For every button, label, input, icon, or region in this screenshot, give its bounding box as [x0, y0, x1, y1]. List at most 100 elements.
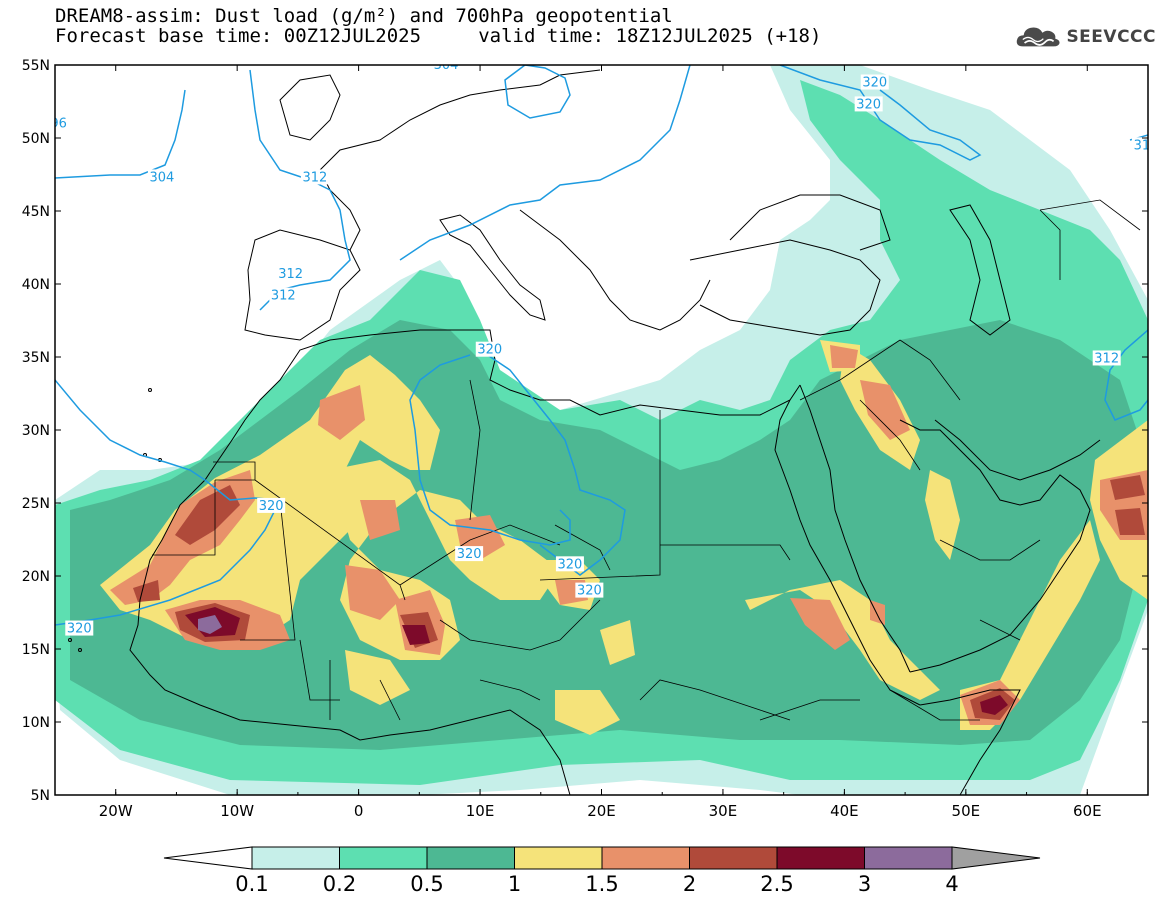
- dust-level-1: [960, 520, 1100, 730]
- legend-swatch: [514, 846, 603, 870]
- dust-level-2: [133, 580, 160, 602]
- contour-label: 320: [558, 557, 583, 572]
- coastline-balkans-greece: [519, 209, 711, 331]
- legend-swatch: [689, 846, 778, 870]
- contour-label-bg: [475, 341, 504, 357]
- chart-subtitle: Forecast base time: 00Z12JUL2025 valid t…: [55, 25, 822, 47]
- dust-level-1.5: [360, 500, 400, 540]
- dust-level-1.5: [318, 385, 365, 440]
- y-tick-label: 35N: [22, 350, 50, 366]
- contour-label-bg: [55, 115, 69, 131]
- contour-label-bg: [555, 556, 584, 572]
- dust-level-1: [745, 580, 940, 700]
- contour-label: 320: [259, 499, 284, 514]
- legend-high-arrow: [951, 846, 1041, 870]
- map-area: 304 320 320 96 31 304 312 312 312 320 312 320 320 320…: [50, 65, 1151, 795]
- contour-labels: 304 320 320 96 31 304 312 312 312 320 312 320 320 320…: [50, 65, 1151, 637]
- geopotential-contours: [55, 65, 1148, 626]
- colorbar-legend: 0.1 0.2 0.5 1 1.5 2 2.5 3 4: [163, 846, 1041, 896]
- contour-label: 320: [856, 97, 881, 112]
- coastline-gulf: [934, 419, 1101, 481]
- legend-level-label: 0.5: [410, 872, 443, 896]
- contour-label: 312: [278, 267, 303, 282]
- dust-level-1.5: [790, 598, 850, 650]
- legend-level-label: 2.5: [760, 872, 793, 896]
- coastline-italy: [439, 214, 546, 321]
- legend-level-label: 3: [858, 872, 871, 896]
- contour-label-bg: [1092, 350, 1121, 366]
- contour-label-bg: [257, 497, 286, 513]
- contour-label: 312: [271, 289, 296, 304]
- contour-320-north: [779, 65, 982, 161]
- y-tick-label: 10N: [22, 715, 50, 731]
- y-tick-label: 5N: [31, 788, 50, 804]
- contour-label-bg: [455, 546, 484, 562]
- contour-label-bg: [147, 169, 176, 185]
- dust-level-1: [600, 620, 635, 665]
- seevccc-logo: SEEVCCC: [1016, 20, 1156, 54]
- contour-label-bg: [65, 620, 94, 636]
- coastline-turkey: [689, 239, 881, 336]
- dust-field: [55, 65, 1148, 795]
- contour-label: 312: [1094, 351, 1119, 366]
- x-tick-label: 60E: [1073, 802, 1102, 820]
- x-tick-label: 50E: [952, 802, 981, 820]
- contour-label: 320: [577, 584, 602, 599]
- contour-320-central: [55, 379, 282, 626]
- contour-label-bg: [854, 96, 883, 112]
- y-tick-label: 20N: [22, 569, 50, 585]
- contour-label-bg: [575, 582, 604, 598]
- contour-312-east: [1104, 329, 1148, 421]
- contour-320-egypt: [479, 349, 626, 576]
- coastline-arabia-south: [899, 419, 1091, 673]
- y-tick-label: 30N: [22, 423, 50, 439]
- contour-312-west: [249, 69, 351, 311]
- dust-level-1: [345, 650, 410, 705]
- dust-level-1.5: [830, 345, 858, 368]
- country-borders: [152, 199, 1141, 721]
- chart-title: DREAM8-assim: Dust load (g/m²) and 700hP…: [55, 5, 673, 27]
- coastline-red-sea-west: [774, 399, 921, 706]
- contour-304-north: [504, 65, 571, 119]
- x-tick-label: 20E: [587, 802, 616, 820]
- island-cape-verde: [78, 648, 82, 652]
- coastline-europe: [319, 69, 601, 251]
- contour-label: 320: [862, 76, 887, 91]
- legend-low-arrow: [163, 846, 253, 870]
- y-tick-label: 40N: [22, 277, 50, 293]
- dust-level-2: [175, 485, 240, 545]
- contour-label: 320: [67, 622, 92, 637]
- contour-label: 320: [477, 343, 502, 358]
- coastlines-and-borders: [68, 69, 1141, 795]
- coastline-red-sea-east: [799, 384, 911, 673]
- legend-level-label: 1: [508, 872, 521, 896]
- y-tick-label: 25N: [22, 496, 50, 512]
- x-tick-label: 10W: [220, 802, 254, 820]
- contour-label-bg: [1131, 137, 1148, 153]
- legend-swatch: [426, 846, 515, 870]
- contour-320-sahara: [399, 65, 691, 261]
- contour-label: 96: [50, 116, 67, 131]
- coastline-caspian: [949, 204, 1011, 336]
- legend-swatch: [776, 846, 865, 870]
- x-tick-label: 0: [354, 802, 364, 820]
- legend-swatch: [601, 846, 690, 870]
- dust-level-1.5: [860, 380, 910, 440]
- dust-level-3: [198, 615, 222, 634]
- dust-level-2: [1115, 508, 1145, 535]
- logo-text: SEEVCCC: [1066, 27, 1156, 47]
- contour-label: 312: [302, 170, 327, 185]
- contour-label-bg: [432, 65, 461, 72]
- y-axis: 55N 50N 45N 40N 35N 30N 25N 20N 15N 10N 5N: [22, 58, 1148, 804]
- y-tick-label: 15N: [22, 642, 50, 658]
- legend-level-label: 4: [945, 872, 958, 896]
- coastline-black-sea: [729, 194, 891, 251]
- contour-label: 31: [1134, 138, 1151, 153]
- dust-level-1.5: [345, 565, 400, 620]
- legend-swatch: [339, 846, 428, 870]
- coastline-north-africa: [244, 329, 801, 421]
- cloud-logo-icon: [1016, 27, 1060, 47]
- dust-level-1: [555, 690, 620, 735]
- legend-swatch: [251, 846, 340, 870]
- legend-level-label: 0.2: [323, 872, 356, 896]
